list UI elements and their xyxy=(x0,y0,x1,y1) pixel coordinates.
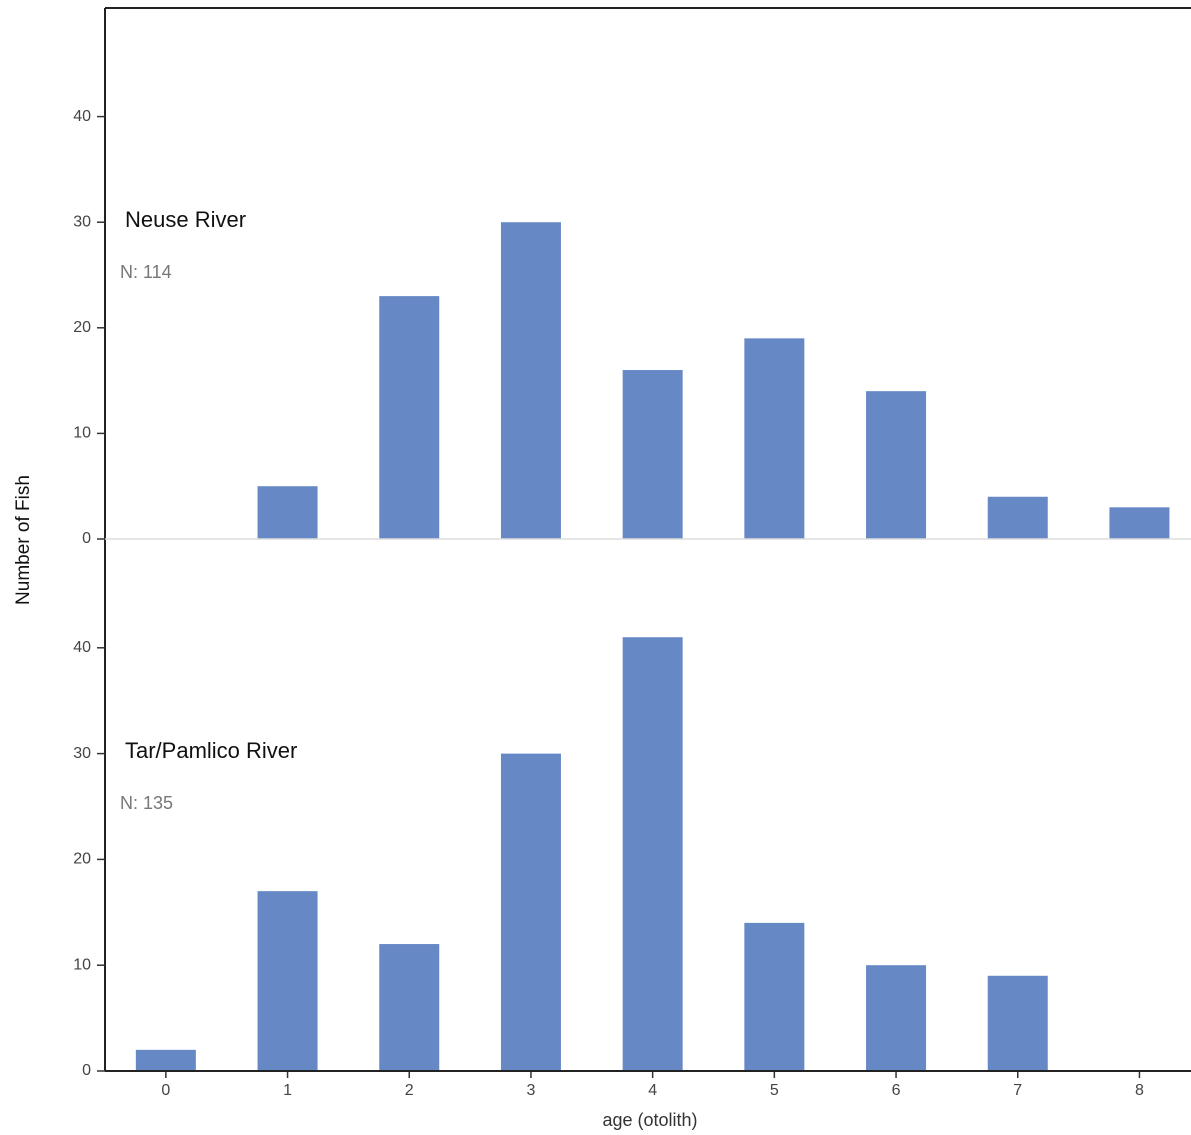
y-tick-label: 20 xyxy=(73,319,91,336)
y-tick-label: 0 xyxy=(82,530,91,547)
y-tick-label: 20 xyxy=(73,851,91,868)
y-tick-label: 10 xyxy=(73,425,91,442)
bar xyxy=(622,637,683,1071)
panel-subtitle: N: 135 xyxy=(120,793,173,813)
bar xyxy=(1109,507,1170,539)
bar xyxy=(500,222,561,539)
bar xyxy=(500,753,561,1071)
y-tick-label: 40 xyxy=(73,639,91,656)
x-tick-label: 6 xyxy=(892,1082,901,1099)
bar xyxy=(987,975,1048,1071)
bar xyxy=(866,965,927,1071)
bar xyxy=(744,922,805,1071)
y-tick-label: 0 xyxy=(82,1062,91,1079)
panel-title: Neuse River xyxy=(125,207,246,232)
x-tick-label: 3 xyxy=(526,1082,535,1099)
x-tick-label: 8 xyxy=(1135,1082,1144,1099)
panel-title: Tar/Pamlico River xyxy=(125,738,297,763)
bar xyxy=(257,486,318,539)
x-tick-label: 1 xyxy=(283,1082,292,1099)
bar xyxy=(866,391,927,539)
x-tick-label: 4 xyxy=(648,1082,657,1099)
y-tick-label: 40 xyxy=(73,108,91,125)
bar xyxy=(987,496,1048,539)
x-tick-label: 7 xyxy=(1013,1082,1022,1099)
bar xyxy=(622,370,683,539)
x-tick-label: 2 xyxy=(405,1082,414,1099)
bar xyxy=(379,296,440,539)
panel-subtitle: N: 114 xyxy=(120,262,172,282)
bar xyxy=(744,338,805,539)
bar xyxy=(379,944,440,1071)
y-tick-label: 30 xyxy=(73,745,91,762)
y-axis-label: Number of Fish xyxy=(13,475,34,605)
x-tick-label: 0 xyxy=(161,1082,170,1099)
y-tick-label: 10 xyxy=(73,956,91,973)
x-axis-label: age (otolith) xyxy=(602,1110,697,1130)
bar xyxy=(135,1049,196,1071)
y-tick-label: 30 xyxy=(73,213,91,230)
bar xyxy=(257,891,318,1071)
x-tick-label: 5 xyxy=(770,1082,779,1099)
